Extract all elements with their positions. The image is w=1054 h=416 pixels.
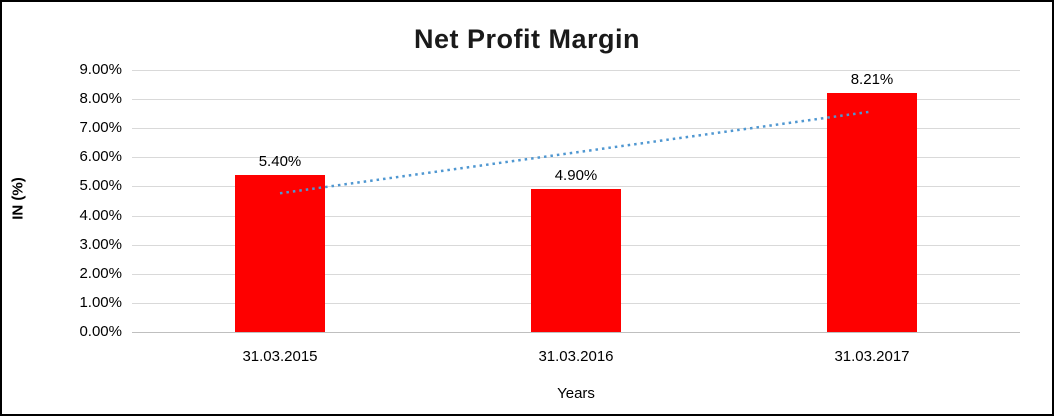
y-tick-label: 0.00% <box>79 323 122 340</box>
bar-value-label: 5.40% <box>258 152 302 170</box>
bar-31.03.2016 <box>531 189 621 332</box>
y-tick-label: 4.00% <box>79 206 122 224</box>
bar-value-label: 4.90% <box>554 167 598 185</box>
x-tick-label: 31.03.2017 <box>834 348 910 365</box>
y-tick-label: 1.00% <box>79 293 122 311</box>
y-tick-label: 2.00% <box>79 264 122 282</box>
gridline <box>132 70 1020 71</box>
y-tick-label: 8.00% <box>79 90 122 108</box>
x-tick-label: 31.03.2015 <box>242 348 318 365</box>
bar-value-label: 8.21% <box>850 70 894 88</box>
y-tick-label: 9.00% <box>79 61 122 78</box>
y-tick-label: 3.00% <box>79 235 122 253</box>
y-tick-label: 7.00% <box>79 119 122 137</box>
chart-title: Net Profit Margin <box>413 24 640 54</box>
x-tick-label: 31.03.2016 <box>538 348 614 365</box>
x-axis-line <box>132 332 1020 333</box>
bar-31.03.2015 <box>235 174 325 332</box>
y-axis-title: IN (%) <box>9 177 27 220</box>
plot-area: 5.40% 4.90% 8.21% <box>132 70 1020 333</box>
y-tick-label: 5.00% <box>79 177 122 195</box>
y-tick-label: 6.00% <box>79 148 122 166</box>
x-axis-title: Years <box>557 385 595 402</box>
gridline <box>132 99 1020 101</box>
bar-31.03.2017 <box>827 93 917 332</box>
